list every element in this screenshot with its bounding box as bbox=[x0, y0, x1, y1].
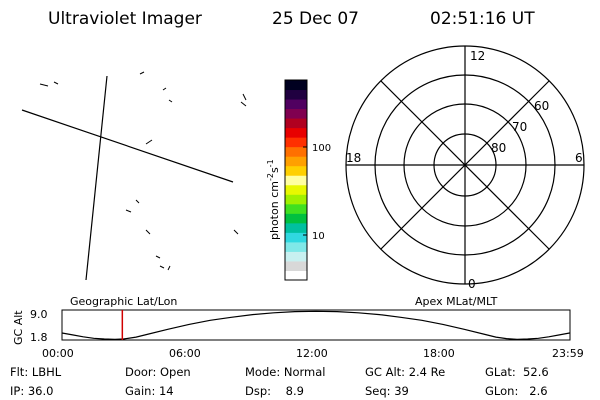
colorbar-segment bbox=[285, 146, 307, 157]
y-tick-label-1-8: 1.8 bbox=[30, 331, 48, 344]
colorbar-segment bbox=[285, 184, 307, 195]
colorbar-segment bbox=[285, 80, 307, 91]
mlat-label-80: 80 bbox=[491, 141, 506, 155]
status-door: Door: Open bbox=[125, 365, 191, 379]
mlt-label-6: 6 bbox=[575, 151, 583, 165]
colorbar-segment bbox=[285, 203, 307, 214]
mlt-label-18: 18 bbox=[346, 151, 361, 165]
colorbar-segment bbox=[285, 175, 307, 186]
status-seq: Seq: 39 bbox=[365, 384, 409, 398]
status-filter: Flt: LBHL bbox=[10, 365, 62, 379]
grid-line-meridian bbox=[85, 75, 108, 281]
colorbar bbox=[285, 80, 307, 281]
y-tick-label-9: 9.0 bbox=[30, 308, 48, 321]
coastline-fragments bbox=[39, 71, 247, 271]
status-glon: GLon: 2.6 bbox=[485, 384, 548, 398]
colorbar-segment bbox=[285, 232, 307, 243]
status-ip: IP: 36.0 bbox=[10, 384, 53, 398]
timeline-plot bbox=[61, 310, 570, 341]
mlat-label-70: 70 bbox=[512, 120, 527, 134]
altitude-series-line bbox=[61, 310, 570, 341]
x-tick-label-1800: 18:00 bbox=[423, 347, 455, 360]
x-tick-label-1200: 12:00 bbox=[296, 347, 328, 360]
colorbar-frame bbox=[284, 79, 308, 281]
polar-diag-2 bbox=[380, 80, 550, 250]
date-label: 25 Dec 07 bbox=[272, 9, 359, 29]
colorbar-segment bbox=[285, 270, 307, 281]
mlat-label-60: 60 bbox=[534, 99, 549, 113]
colorbar-segment bbox=[285, 251, 307, 262]
status-dsp: Dsp: 8.9 bbox=[245, 384, 304, 398]
colorbar-segment bbox=[285, 222, 307, 233]
timeline-right-label: Apex MLat/MLT bbox=[415, 295, 498, 308]
timeline-left-label: Geographic Lat/Lon bbox=[70, 295, 177, 308]
status-panel: Flt: LBHL Door: Open Mode: Normal GC Alt… bbox=[10, 365, 549, 398]
status-mode: Mode: Normal bbox=[245, 365, 325, 379]
colorbar-segment bbox=[285, 165, 307, 176]
colorbar-tick-label-100: 100 bbox=[312, 143, 331, 154]
status-gain: Gain: 14 bbox=[125, 384, 174, 398]
colorbar-segment bbox=[285, 156, 307, 167]
polar-plot bbox=[345, 45, 585, 285]
status-glat: GLat: 52.6 bbox=[485, 365, 549, 379]
colorbar-segment bbox=[285, 89, 307, 100]
x-tick-label-0600: 06:00 bbox=[169, 347, 201, 360]
colorbar-segment bbox=[285, 241, 307, 252]
colorbar-unit-label: photon cm-2s-1 bbox=[266, 159, 281, 240]
status-gc-alt: GC Alt: 2.4 Re bbox=[365, 365, 445, 379]
colorbar-segment bbox=[285, 108, 307, 119]
grid-line-parallel bbox=[21, 109, 234, 183]
colorbar-segment bbox=[285, 260, 307, 271]
x-tick-label-0000: 00:00 bbox=[42, 347, 74, 360]
colorbar-segment bbox=[285, 127, 307, 138]
colorbar-segment bbox=[285, 99, 307, 110]
timeline-frame bbox=[61, 309, 571, 341]
app-title: Ultraviolet Imager bbox=[48, 9, 202, 29]
mlt-label-0: 0 bbox=[468, 277, 476, 291]
colorbar-segment bbox=[285, 118, 307, 129]
colorbar-segment bbox=[285, 194, 307, 205]
colorbar-segment bbox=[285, 213, 307, 224]
timeline-ylabel: GC Alt bbox=[12, 310, 25, 345]
colorbar-tick-label-10: 10 bbox=[312, 231, 325, 242]
geographic-grid bbox=[21, 71, 247, 281]
mlt-label-12: 12 bbox=[470, 49, 485, 63]
time-label: 02:51:16 UT bbox=[430, 9, 535, 29]
x-tick-label-2359: 23:59 bbox=[552, 347, 584, 360]
colorbar-segment bbox=[285, 137, 307, 148]
